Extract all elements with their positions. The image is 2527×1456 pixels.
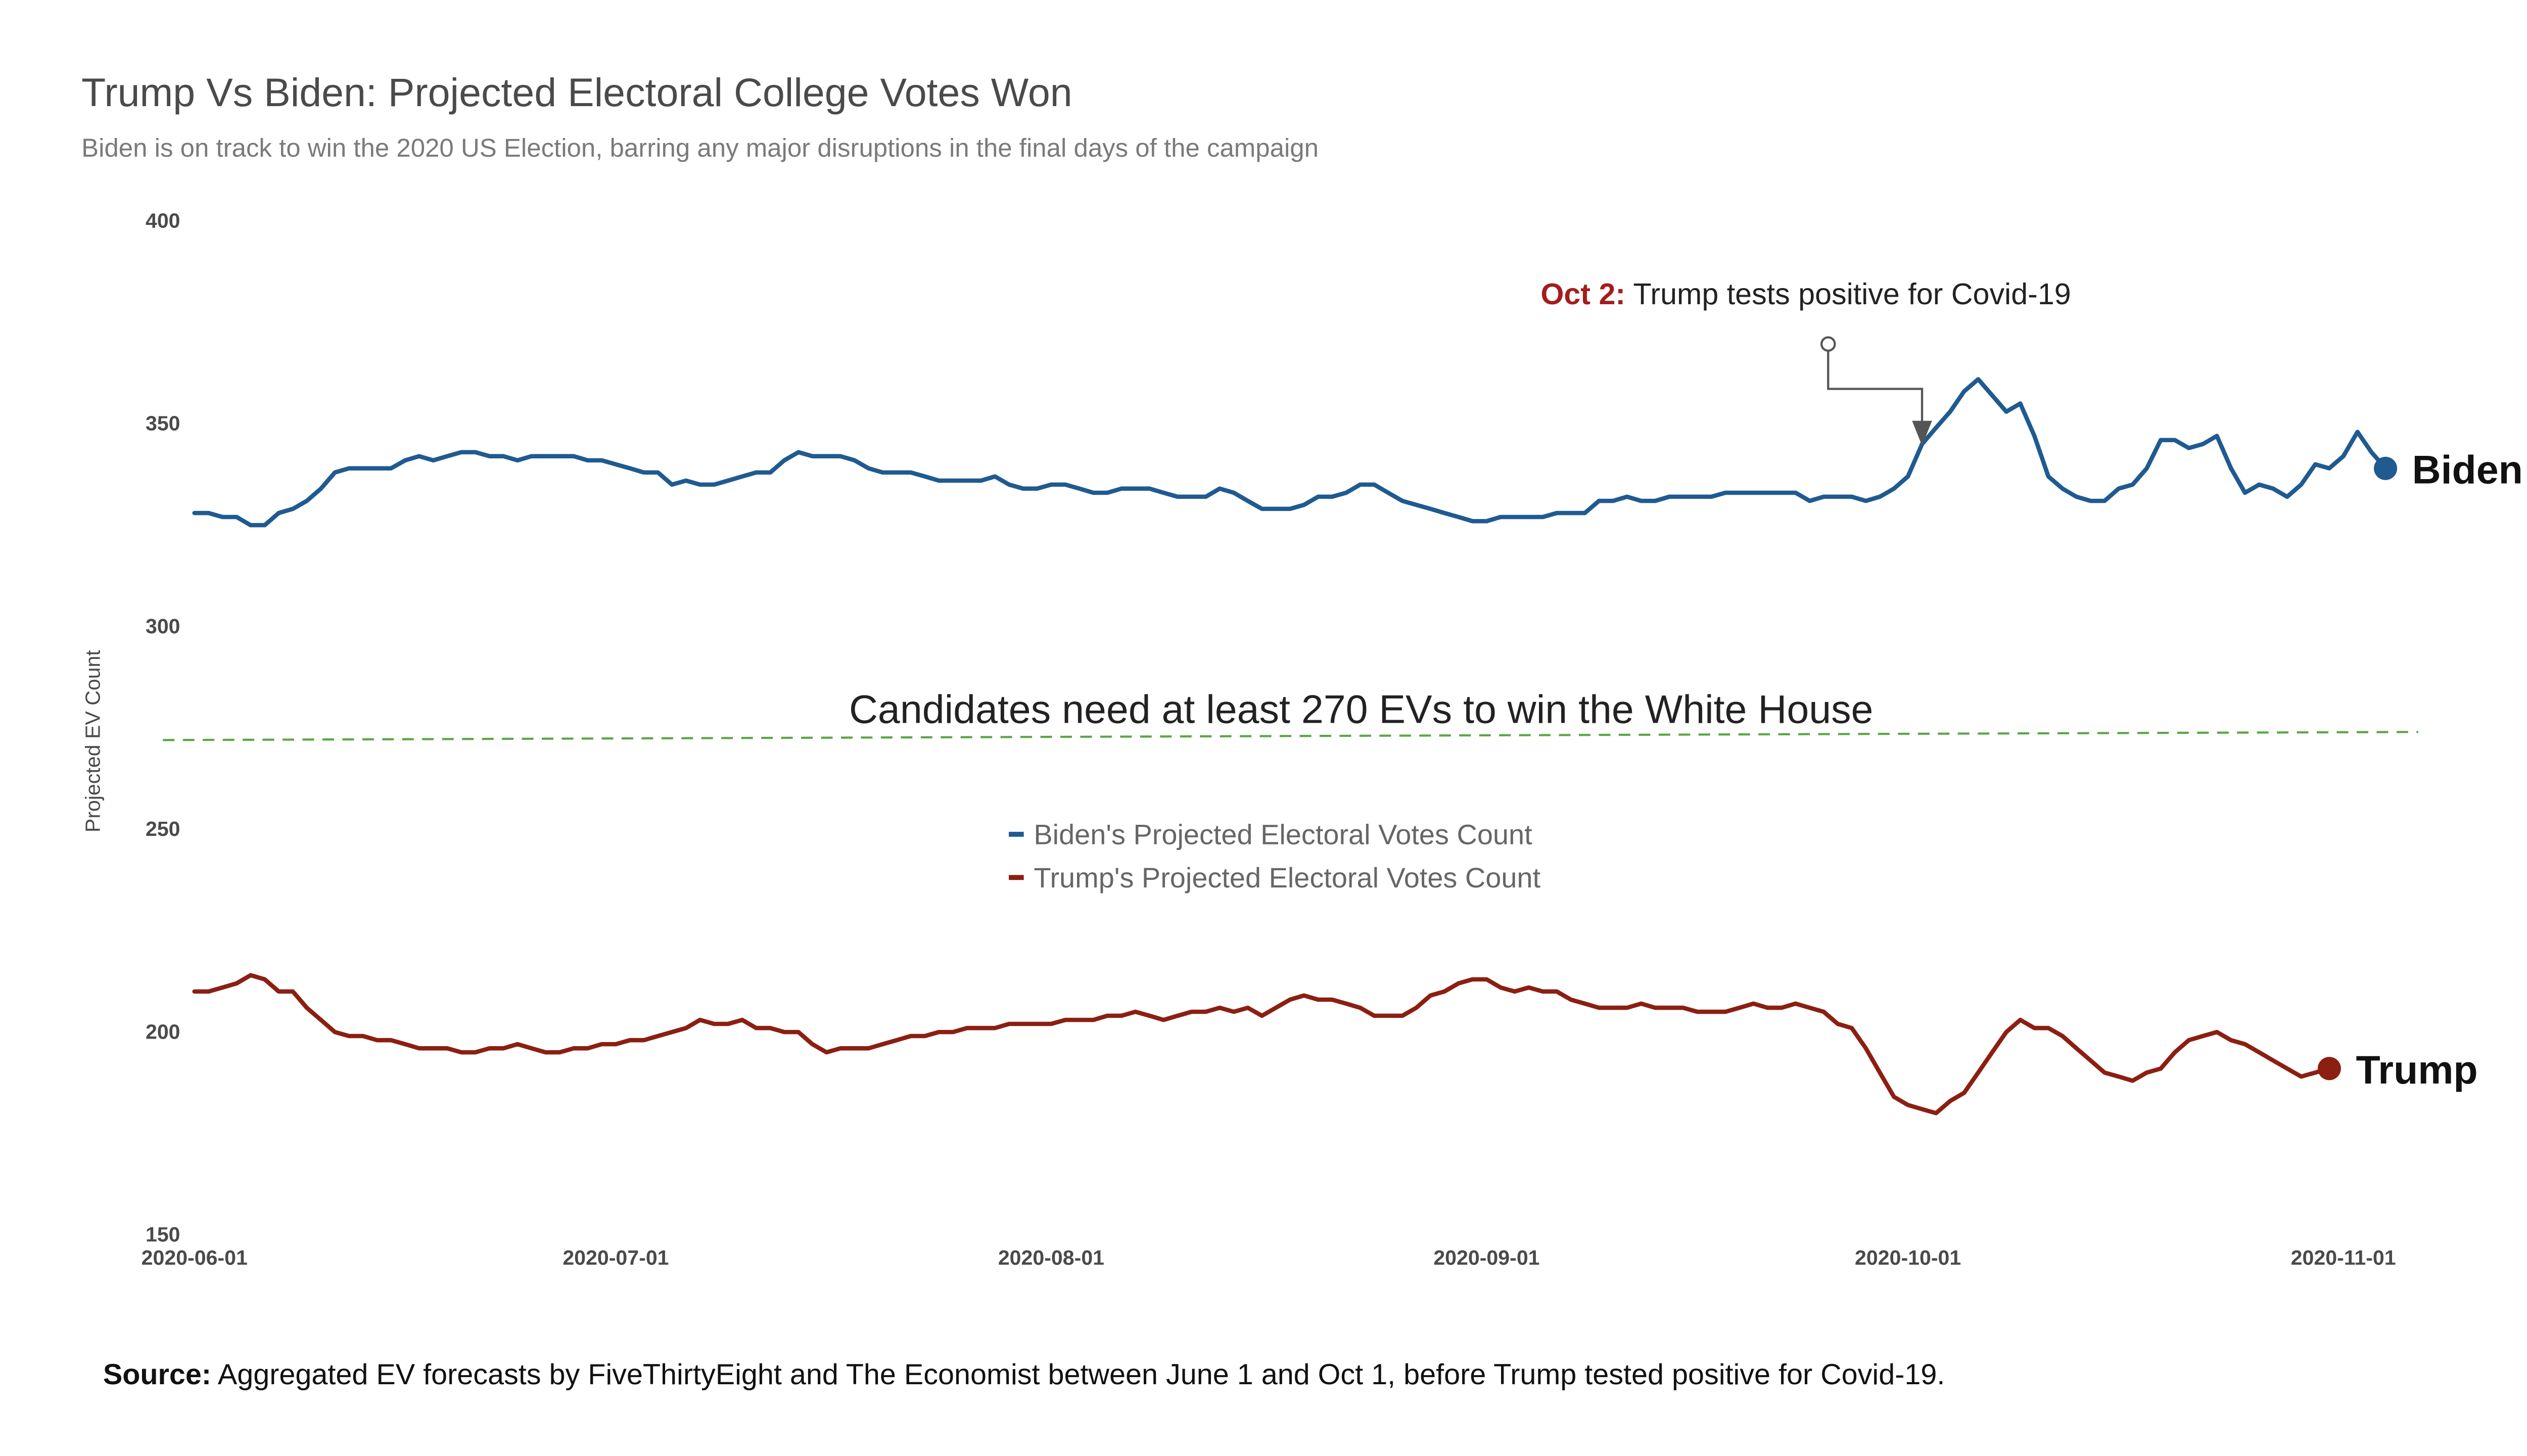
legend-entry-trump: Trump's Projected Electoral Votes Count bbox=[1034, 862, 1540, 894]
legend-entry-biden: Biden's Projected Electoral Votes Count bbox=[1034, 819, 1532, 851]
series-line-biden bbox=[192, 377, 2388, 528]
y-axis-label: Projected EV Count bbox=[81, 650, 104, 832]
y-tick-label: 350 bbox=[146, 412, 180, 435]
series-end-label-biden: Biden bbox=[2412, 447, 2523, 492]
source-note: Source: Aggregated EV forecasts by FiveT… bbox=[103, 1358, 1945, 1391]
x-tick-label: 2020-09-01 bbox=[1433, 1246, 1539, 1269]
annotation-connector-line bbox=[1827, 350, 1924, 421]
series-line-trump bbox=[192, 973, 2331, 1115]
y-tick-label: 150 bbox=[146, 1223, 180, 1246]
y-axis-ticks: 150 200 250 300 350 400 bbox=[146, 209, 180, 1246]
reference-line-270 bbox=[163, 731, 2418, 741]
x-tick-label: 2020-07-01 bbox=[563, 1246, 669, 1269]
series-end-point-biden bbox=[2373, 456, 2398, 480]
source-text: Aggregated EV forecasts by FiveThirtyEig… bbox=[211, 1358, 1945, 1391]
source-label: Source: bbox=[103, 1358, 212, 1391]
x-tick-label: 2020-10-01 bbox=[1855, 1246, 1961, 1269]
x-tick-label: 2020-11-01 bbox=[2291, 1246, 2396, 1269]
y-tick-label: 300 bbox=[146, 615, 180, 638]
y-tick-label: 200 bbox=[146, 1020, 180, 1043]
covid-annotation: Oct 2: Trump tests positive for Covid-19 bbox=[1540, 277, 2071, 446]
annotation-text: Trump tests positive for Covid-19 bbox=[1625, 277, 2071, 311]
annotation-date: Oct 2: bbox=[1540, 277, 1625, 311]
chart-title: Trump Vs Biden: Projected Electoral Coll… bbox=[81, 70, 1072, 115]
legend: Biden's Projected Electoral Votes Count … bbox=[1009, 819, 1541, 894]
annotation-label: Oct 2: Trump tests positive for Covid-19 bbox=[1540, 277, 2071, 311]
series-end-point-trump bbox=[2317, 1057, 2341, 1081]
annotation-anchor-circle bbox=[1820, 336, 1836, 352]
x-axis-ticks: 2020-06-01 2020-07-01 2020-08-01 2020-09-01… bbox=[142, 1246, 2396, 1269]
y-tick-label: 400 bbox=[146, 209, 180, 232]
y-tick-label: 250 bbox=[146, 817, 180, 840]
x-tick-label: 2020-08-01 bbox=[998, 1246, 1104, 1269]
chart-subtitle: Biden is on track to win the 2020 US Ele… bbox=[81, 133, 1319, 163]
annotation-arrow-head bbox=[1912, 420, 1932, 446]
series-end-label-trump: Trump bbox=[2356, 1048, 2477, 1092]
reference-line-label: Candidates need at least 270 EVs to win … bbox=[849, 687, 1873, 731]
x-tick-label: 2020-06-01 bbox=[142, 1246, 248, 1269]
